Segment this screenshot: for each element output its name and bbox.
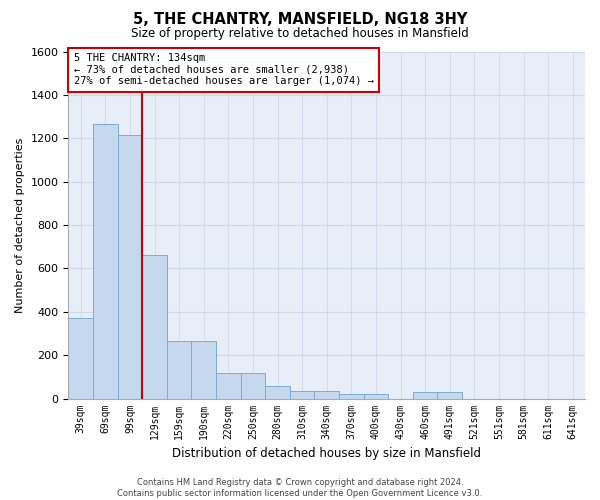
Bar xyxy=(241,372,265,398)
Bar xyxy=(216,372,241,398)
Bar xyxy=(290,391,314,398)
Bar xyxy=(437,392,462,398)
Text: Size of property relative to detached houses in Mansfield: Size of property relative to detached ho… xyxy=(131,28,469,40)
Bar xyxy=(93,124,118,398)
X-axis label: Distribution of detached houses by size in Mansfield: Distribution of detached houses by size … xyxy=(172,447,481,460)
Bar xyxy=(167,341,191,398)
Bar xyxy=(68,318,93,398)
Y-axis label: Number of detached properties: Number of detached properties xyxy=(15,138,25,312)
Text: Contains HM Land Registry data © Crown copyright and database right 2024.
Contai: Contains HM Land Registry data © Crown c… xyxy=(118,478,482,498)
Text: 5, THE CHANTRY, MANSFIELD, NG18 3HY: 5, THE CHANTRY, MANSFIELD, NG18 3HY xyxy=(133,12,467,28)
Bar xyxy=(118,135,142,398)
Bar xyxy=(339,394,364,398)
Bar xyxy=(314,391,339,398)
Bar xyxy=(265,386,290,398)
Text: 5 THE CHANTRY: 134sqm
← 73% of detached houses are smaller (2,938)
27% of semi-d: 5 THE CHANTRY: 134sqm ← 73% of detached … xyxy=(74,53,374,86)
Bar xyxy=(413,392,437,398)
Bar xyxy=(142,256,167,398)
Bar xyxy=(191,341,216,398)
Bar xyxy=(364,394,388,398)
